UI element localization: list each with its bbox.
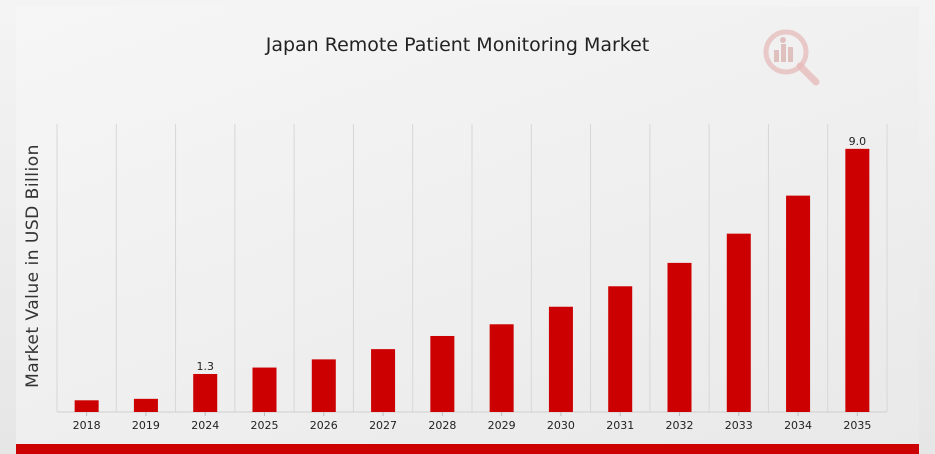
chart-title: Japan Remote Patient Monitoring Market: [265, 34, 650, 56]
bar-2032: [667, 262, 692, 412]
bar-2018: [74, 400, 99, 412]
bar-2034: [786, 195, 811, 412]
x-tick-label-2026: 2026: [310, 419, 338, 432]
x-tick-label-2034: 2034: [784, 419, 812, 432]
x-tick-label-2033: 2033: [725, 419, 753, 432]
x-tick-label-2018: 2018: [73, 419, 101, 432]
x-tick-label-2025: 2025: [251, 419, 279, 432]
x-tick-label-2032: 2032: [666, 419, 694, 432]
bar-2029: [489, 324, 514, 412]
bar-2025: [252, 367, 277, 412]
bar-2035: [845, 148, 870, 413]
bar-2033: [726, 233, 751, 412]
data-label-2024: 1.3: [196, 360, 214, 373]
x-tick-label-2028: 2028: [428, 419, 456, 432]
data-label-2035: 9.0: [849, 135, 867, 148]
x-tick-label-2027: 2027: [369, 419, 397, 432]
bar-2026: [311, 359, 336, 412]
x-tick-label-2029: 2029: [488, 419, 516, 432]
bar-2030: [548, 306, 573, 412]
x-tick-label-2031: 2031: [606, 419, 634, 432]
magnifier-chart-logo-icon: [763, 29, 820, 86]
bar-2019: [133, 398, 158, 412]
bar-2027: [371, 349, 396, 412]
x-tick-label-2019: 2019: [132, 419, 160, 432]
x-tick-label-2030: 2030: [547, 419, 575, 432]
x-tick-label-2035: 2035: [843, 419, 871, 432]
bar-2024: [193, 373, 218, 412]
x-tick-label-2024: 2024: [191, 419, 219, 432]
bar-2031: [608, 286, 633, 412]
bottom-accent-bar: [16, 444, 919, 454]
bar-2028: [430, 335, 455, 412]
